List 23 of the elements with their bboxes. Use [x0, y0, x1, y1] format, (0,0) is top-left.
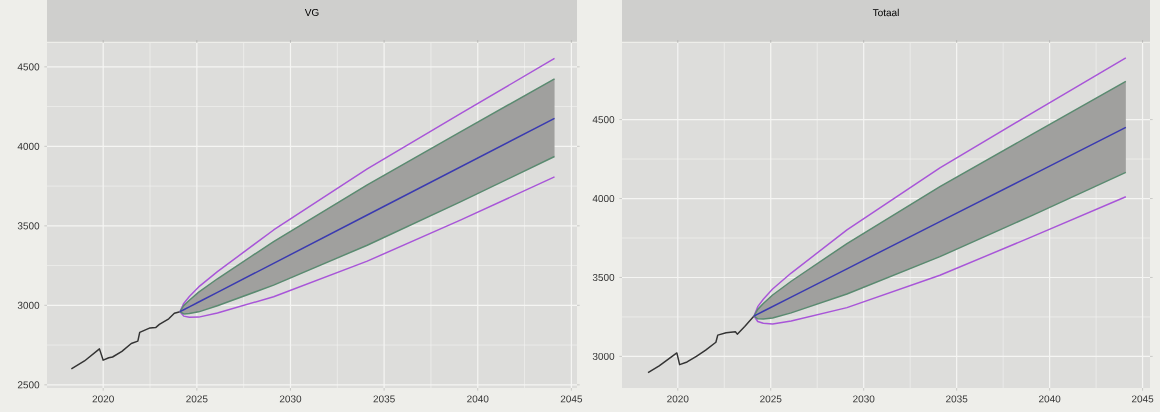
x-tick-label: 2030 — [853, 395, 875, 403]
x-tick-label: 2020 — [667, 395, 689, 403]
x-tick-label: 2040 — [467, 395, 489, 403]
x-tick-label: 2045 — [560, 395, 583, 403]
y-tick-label: 3000 — [17, 301, 40, 309]
x-tick-label: 2025 — [186, 395, 208, 403]
x-tick-label: 2040 — [1038, 395, 1061, 403]
x-tick-label: 2025 — [760, 395, 782, 403]
y-tick-label: 3500 — [592, 273, 615, 282]
x-tick-label: 2045 — [1131, 395, 1154, 403]
chart-title: VG — [304, 8, 319, 17]
y-tick-label: 4500 — [592, 116, 615, 124]
y-tick-label: 3500 — [17, 222, 40, 230]
x-tick-label: 2020 — [92, 395, 114, 403]
x-tick-label: 2030 — [279, 395, 302, 403]
y-tick-label: 4500 — [17, 63, 40, 71]
y-tick-label: 2500 — [17, 381, 40, 389]
chart-title: Totaal — [872, 8, 899, 17]
x-tick-label: 2035 — [946, 395, 968, 403]
y-tick-label: 4000 — [592, 194, 615, 203]
y-tick-label: 3000 — [592, 352, 615, 360]
y-tick-label: 4000 — [17, 142, 40, 150]
x-tick-label: 2035 — [373, 395, 395, 403]
